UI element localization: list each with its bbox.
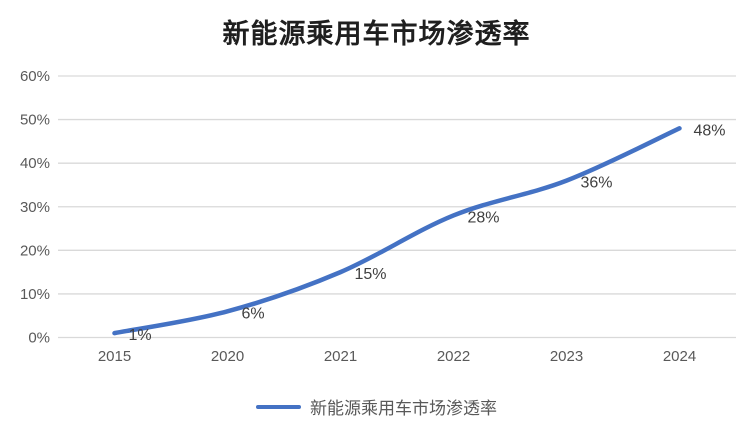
chart-title: 新能源乘用车市场渗透率 bbox=[222, 19, 531, 49]
y-axis-tick-label: 10% bbox=[20, 286, 50, 303]
data-label: 1% bbox=[129, 327, 152, 344]
data-label: 6% bbox=[242, 305, 265, 322]
x-axis-tick-label: 2021 bbox=[324, 348, 357, 365]
y-axis-tick-label: 50% bbox=[20, 112, 50, 129]
series-line bbox=[112, 126, 682, 336]
data-label: 15% bbox=[355, 266, 387, 283]
y-axis-tick-label: 0% bbox=[28, 330, 50, 347]
data-label: 36% bbox=[581, 175, 613, 192]
y-axis-tick-label: 30% bbox=[20, 199, 50, 216]
y-axis-tick-label: 20% bbox=[20, 242, 50, 259]
x-axis-tick-label: 2020 bbox=[211, 348, 244, 365]
legend-series-label: 新能源乘用车市场渗透率 bbox=[310, 399, 497, 418]
y-axis-tick-label: 40% bbox=[20, 155, 50, 172]
data-label: 28% bbox=[468, 209, 500, 226]
legend: 新能源乘用车市场渗透率 bbox=[0, 394, 753, 419]
legend-line-marker bbox=[256, 404, 301, 409]
y-axis-tick-label: 60% bbox=[20, 68, 50, 85]
x-axis-tick-label: 2023 bbox=[550, 348, 583, 365]
data-label: 48% bbox=[694, 122, 726, 139]
x-axis-tick-label: 2022 bbox=[437, 348, 470, 365]
x-axis-tick-label: 2024 bbox=[663, 348, 696, 365]
x-axis-tick-label: 2015 bbox=[98, 348, 131, 365]
